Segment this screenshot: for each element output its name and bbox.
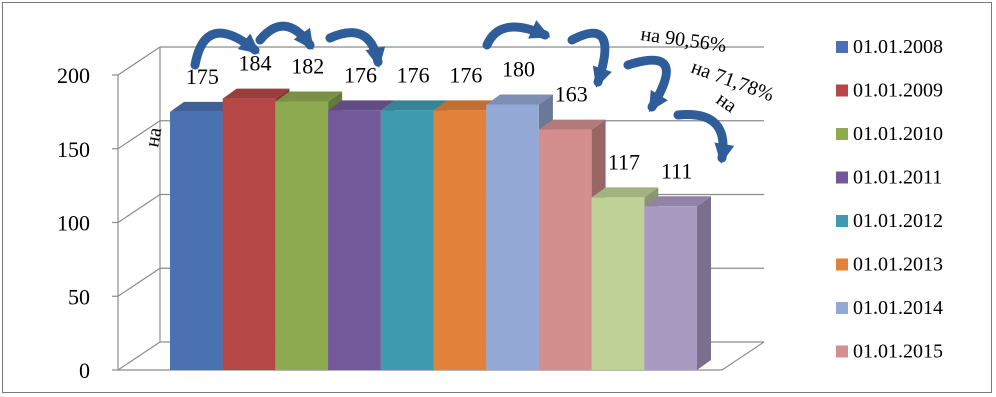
- legend-item: 01.01.2010: [836, 123, 943, 145]
- y-tick-label: 150: [57, 137, 90, 162]
- bar-front: [538, 129, 592, 370]
- legend-swatch: [836, 345, 848, 358]
- legend-item: 01.01.2013: [836, 254, 943, 276]
- data-label: 184: [239, 51, 272, 76]
- legend: 01.01.2008 01.01.2009 01.01.2010 01.01.2011…: [836, 36, 943, 363]
- y-axis-ticks: 0 50 100 150 200: [57, 63, 90, 383]
- data-label: 117: [608, 149, 640, 174]
- data-label: 176: [397, 62, 430, 87]
- legend-item: 01.01.2014: [836, 297, 943, 319]
- legend-swatch: [836, 171, 848, 184]
- bar-front: [170, 111, 223, 370]
- legend-swatch: [836, 258, 848, 271]
- legend-label: 01.01.2015: [853, 341, 943, 363]
- bar-front: [433, 110, 487, 371]
- annotation-label: на 90,56%: [639, 23, 727, 57]
- y-tick-label: 50: [68, 284, 90, 309]
- data-label: 182: [291, 54, 324, 79]
- bar-top: [328, 100, 395, 111]
- grid-diagonal: [117, 120, 161, 150]
- legend-label: 01.01.2013: [853, 254, 943, 276]
- bar-side: [697, 196, 711, 370]
- data-label: 176: [344, 62, 377, 87]
- y-tick-label: 0: [79, 358, 90, 383]
- arrow-head: [648, 89, 668, 113]
- bar-front: [328, 110, 381, 371]
- data-labels: 175 184 182 176 176 176 180 163 117 111: [186, 51, 692, 184]
- arrow-head: [528, 20, 551, 39]
- data-label: 176: [449, 62, 482, 87]
- legend-item: 01.01.2008: [836, 36, 943, 58]
- bar-top: [486, 94, 553, 105]
- curved-arrow: [623, 55, 671, 113]
- bar: [538, 119, 606, 370]
- legend-label: 01.01.2011: [853, 167, 942, 189]
- bar-top: [222, 88, 290, 99]
- legend-swatch: [836, 41, 848, 53]
- bar-front: [486, 104, 539, 370]
- y-tick-label: 100: [57, 211, 90, 236]
- bar-front: [644, 206, 697, 370]
- curved-arrow: [255, 21, 315, 50]
- curved-arrow: [482, 20, 551, 50]
- grid-diagonal: [117, 341, 161, 371]
- bar-front: [380, 110, 434, 371]
- legend-swatch: [836, 302, 848, 314]
- data-label: 175: [186, 64, 219, 89]
- bar-top: [433, 100, 501, 111]
- arrow-head: [237, 33, 260, 54]
- data-label: 111: [661, 158, 692, 183]
- curved-arrow: [673, 110, 735, 164]
- legend-label: 01.01.2008: [853, 36, 943, 58]
- arrow-head: [714, 142, 735, 164]
- grid-diagonal: [117, 267, 161, 297]
- curved-arrow: [190, 28, 260, 70]
- bar-front: [591, 197, 645, 370]
- legend-item: 01.01.2009: [836, 80, 943, 102]
- bar-front: [222, 98, 276, 370]
- bars: [170, 88, 711, 371]
- legend-label: 01.01.2012: [853, 210, 943, 232]
- y-tick-label: 200: [57, 63, 90, 88]
- grid-diagonal: [117, 194, 161, 223]
- legend-label: 01.01.2010: [853, 123, 943, 145]
- arrow-head: [365, 46, 386, 68]
- data-label: 163: [555, 82, 588, 107]
- legend-item: 01.01.2015: [836, 341, 943, 363]
- bar-top: [380, 100, 448, 111]
- annotation-label: на: [141, 126, 166, 149]
- data-label: 180: [502, 57, 535, 82]
- legend-item: 01.01.2011: [836, 167, 942, 189]
- legend-swatch: [836, 84, 848, 97]
- legend-item: 01.01.2012: [836, 210, 943, 232]
- bar-front: [275, 101, 329, 371]
- legend-swatch: [836, 128, 848, 140]
- bar-top: [275, 91, 343, 102]
- curved-arrow: [567, 28, 612, 88]
- annotation-arrows: [190, 20, 735, 164]
- legend-swatch: [836, 215, 848, 227]
- bar-top: [644, 196, 711, 207]
- floor-right-edge: [721, 341, 765, 371]
- arrow-head: [293, 27, 314, 50]
- legend-label: 01.01.2014: [853, 297, 943, 319]
- grid-diagonal: [117, 46, 161, 76]
- bar-top: [170, 101, 237, 112]
- curved-arrow: [325, 28, 386, 68]
- bar-top: [538, 119, 606, 130]
- arrow-head: [592, 65, 612, 88]
- legend-label: 01.01.2009: [853, 80, 943, 102]
- bar-top: [591, 187, 659, 198]
- bar: [644, 196, 711, 370]
